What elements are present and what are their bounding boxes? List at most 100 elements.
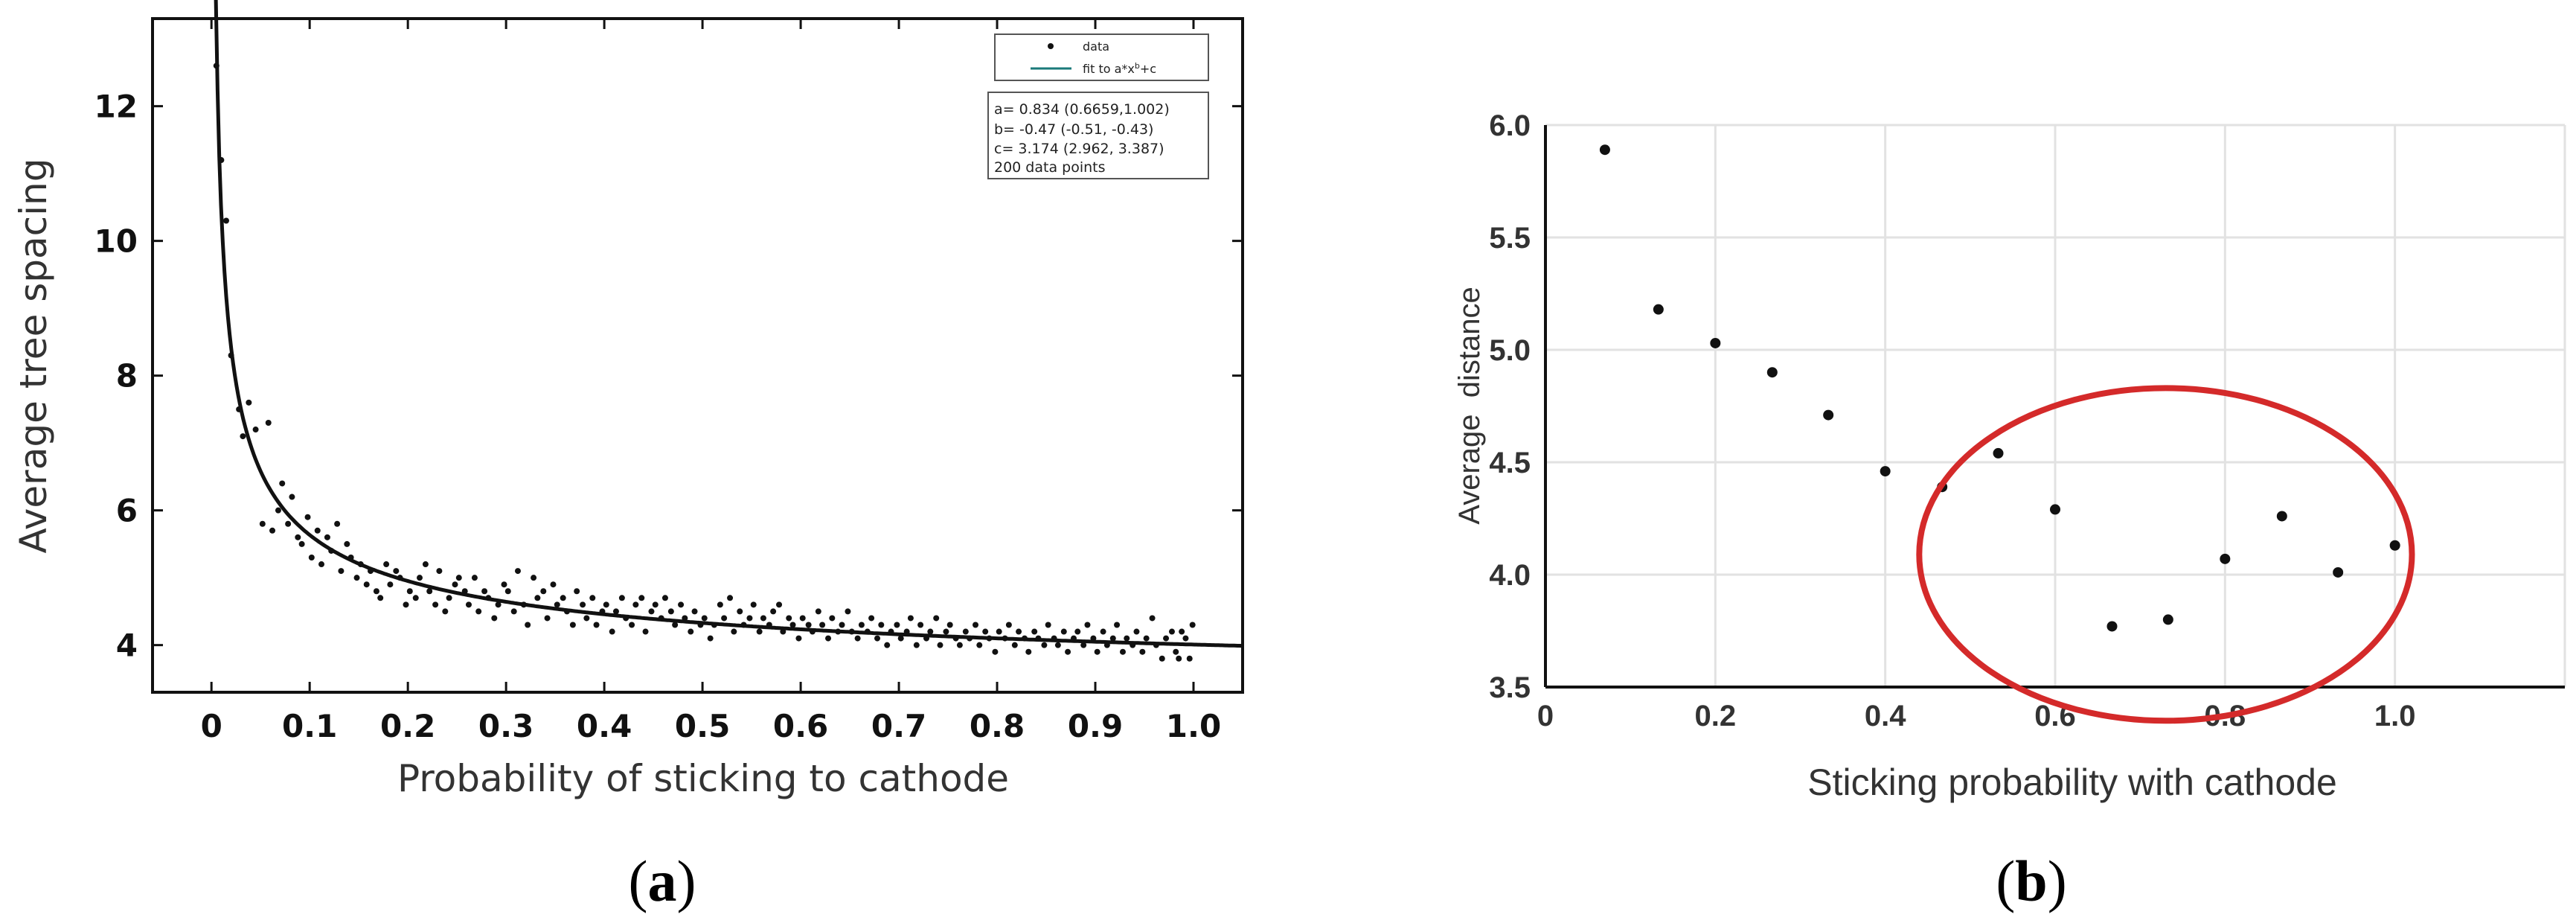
svg-text:(b): (b) bbox=[1996, 849, 2066, 913]
panel-a-data-point bbox=[667, 608, 674, 615]
panel-b-data-point bbox=[2333, 566, 2344, 578]
panel-b-y-axis-label: Average distance bbox=[1453, 287, 1486, 524]
panel-a-x-tick-label: 1.0 bbox=[1166, 708, 1221, 744]
panel-a-y-tick-label: 10 bbox=[94, 223, 138, 260]
panel-a-data-point bbox=[540, 588, 547, 595]
panel-a-data-point bbox=[1143, 635, 1150, 642]
panel-a-data-point bbox=[554, 601, 560, 608]
panel-b-y-tick-label: 5.5 bbox=[1489, 222, 1531, 255]
panel-a-data-point bbox=[648, 608, 655, 615]
panel-b-data-point bbox=[1993, 447, 2004, 459]
panel-a-data-point bbox=[701, 615, 708, 622]
panel-a-data-point bbox=[285, 520, 292, 527]
panel-a-data-point bbox=[495, 601, 502, 608]
panel-a-data-point bbox=[937, 642, 943, 648]
panel-a-data-point bbox=[839, 622, 845, 628]
panel-a-data-point bbox=[491, 615, 498, 622]
panel-a-data-point bbox=[688, 628, 694, 635]
panel-b-caption-letter: b bbox=[2015, 849, 2047, 913]
panel-a-y-tick-label: 6 bbox=[116, 493, 138, 529]
panel-a-data-point bbox=[1080, 642, 1087, 648]
panel-a-data-point bbox=[799, 615, 806, 622]
panel-a-data-point bbox=[652, 601, 659, 608]
panel-a-data-point bbox=[805, 622, 812, 628]
panel-b-data-point bbox=[2050, 504, 2060, 515]
panel-b-data-point bbox=[1766, 367, 1778, 378]
panel-a-data-point bbox=[246, 399, 252, 406]
panel-a-data-point bbox=[829, 615, 836, 622]
panel-a-data-point bbox=[691, 608, 698, 615]
panel-a-data-point bbox=[1189, 622, 1196, 628]
panel-a-data-point bbox=[432, 601, 439, 608]
panel-b-y-tick-label: 5.0 bbox=[1489, 334, 1531, 367]
panel-a-data-point bbox=[795, 635, 802, 642]
panel-a-data-point bbox=[1109, 635, 1116, 642]
panel-a-data-point bbox=[612, 608, 619, 615]
panel-a-data-point bbox=[1100, 628, 1106, 635]
panel-a-data-point bbox=[1186, 655, 1193, 662]
panel-a-data-point bbox=[373, 588, 379, 595]
panel-a-data-point bbox=[609, 628, 615, 635]
panel-a-data-point bbox=[593, 622, 600, 628]
panel-a-data-point bbox=[289, 494, 295, 500]
panel-a-data-point bbox=[746, 615, 753, 622]
panel-a-y-axis-label: Average tree spacing bbox=[12, 159, 55, 554]
panel-a-data-point bbox=[672, 622, 679, 628]
panel-a-data-point bbox=[1060, 628, 1067, 635]
panel-a-data-point bbox=[982, 628, 989, 635]
panel-b-x-tick-label: 1.0 bbox=[2374, 700, 2416, 732]
panel-a-data-point bbox=[295, 534, 301, 540]
panel-a-data-point bbox=[1163, 635, 1170, 642]
panel-a-data-point bbox=[344, 540, 350, 547]
panel-b-y-tick-label: 6.0 bbox=[1489, 109, 1531, 142]
panel-a-data-point bbox=[894, 622, 900, 628]
panel-a-fit-info-line: b= -0.47 (-0.51, -0.43) bbox=[994, 121, 1153, 138]
panel-a-data-point bbox=[531, 575, 537, 581]
panel-a-data-point bbox=[815, 608, 821, 615]
panel-a-data-point bbox=[927, 628, 934, 635]
panel-a-x-ticks: 0 0.1 0.2 0.3 0.4 0.5 0.6 0.7 0.8 0.9 1.0 bbox=[201, 19, 1221, 744]
panel-a-data-point bbox=[996, 628, 1002, 635]
panel-a-data-point bbox=[946, 622, 953, 628]
panel-a-caption-open: ( bbox=[629, 849, 648, 913]
panel-a-data-point bbox=[259, 520, 266, 527]
panel-a-data-point bbox=[1114, 622, 1121, 628]
panel-a-data-point bbox=[731, 628, 737, 635]
panel-a-data-point bbox=[510, 608, 517, 615]
panel-a-data-point bbox=[252, 427, 259, 433]
panel-a-data-point bbox=[707, 635, 714, 642]
panel-a-data-point bbox=[858, 622, 865, 628]
panel-a-data-point bbox=[1168, 628, 1175, 635]
panel-a-data-point bbox=[956, 642, 963, 648]
panel-b-data-point bbox=[1710, 337, 1721, 348]
panel-b-y-tick-label: 3.5 bbox=[1489, 671, 1531, 704]
panel-a-data-point bbox=[933, 615, 940, 622]
panel-a-data-point bbox=[481, 588, 488, 595]
panel-a-data-point bbox=[1074, 628, 1081, 635]
panel-a-legend-box bbox=[994, 33, 1209, 81]
panel-a-data-point bbox=[878, 622, 885, 628]
panel-a-data-point bbox=[1005, 622, 1012, 628]
panel-a-data-point bbox=[1054, 642, 1061, 648]
panel-a-data-point bbox=[504, 588, 511, 595]
panel-a-data-point bbox=[446, 595, 452, 601]
panel-a-data-point bbox=[406, 588, 413, 595]
panel-a-data-point bbox=[1045, 622, 1051, 628]
panel-a-data-point bbox=[907, 615, 914, 622]
panel-a-data-point bbox=[1016, 628, 1022, 635]
panel-b-x-tick-label: 0.4 bbox=[1865, 700, 1906, 732]
panel-a-data-point bbox=[1011, 642, 1018, 648]
panel-a-data-point bbox=[756, 628, 763, 635]
panel-a-data-point bbox=[275, 507, 281, 514]
panel-a-data-point bbox=[868, 615, 875, 622]
panel-a-data-point bbox=[1159, 655, 1165, 662]
panel-a-y-tick-label: 12 bbox=[94, 89, 138, 125]
panel-a-data-point bbox=[422, 561, 429, 568]
panel-a-data-point bbox=[318, 561, 325, 568]
panel-a-data-point bbox=[436, 568, 443, 575]
panel-a-data-point bbox=[629, 622, 635, 628]
panel-b-data-point bbox=[1880, 466, 1891, 477]
panel-a-data-point bbox=[465, 601, 472, 608]
panel-b-highlight-ellipse bbox=[1916, 385, 2415, 724]
